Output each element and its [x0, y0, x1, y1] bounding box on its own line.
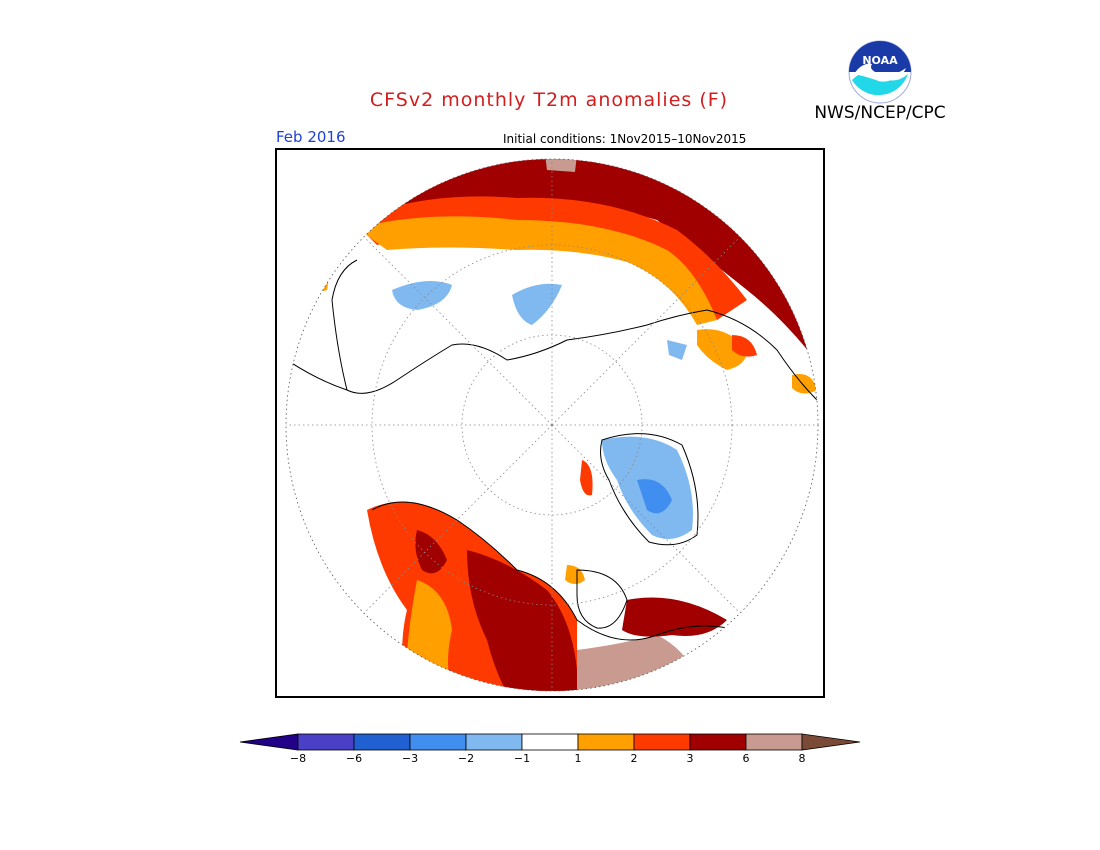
anomaly-6-8-top: [545, 159, 577, 172]
anomaly-3-6-alaska: [415, 530, 447, 574]
valid-month: Feb 2016: [276, 128, 346, 146]
anomaly-3-6-quebec: [622, 597, 727, 637]
colorbar: [239, 733, 861, 751]
colorbar-neg3-neg2: [409, 733, 467, 751]
tick-label: 2: [630, 752, 638, 765]
tick-label: −8: [289, 752, 307, 765]
colorbar-neg8-neg6: [297, 733, 355, 751]
map-panel: [275, 148, 825, 698]
tick-label: −6: [345, 752, 363, 765]
colorbar-lt-neg8: [239, 733, 299, 751]
chart-title: CFSv2 monthly T2m anomalies (F): [369, 89, 729, 111]
tick-label: −1: [513, 752, 531, 765]
anomaly-neg1-neg2-b: [512, 283, 562, 325]
polar-map: [285, 158, 819, 692]
colorbar-6-8: [745, 733, 803, 751]
colorbar-neg2-neg1: [465, 733, 523, 751]
colorbar-gt-8: [801, 733, 861, 751]
initial-conditions: Initial conditions: 1Nov2015–10Nov2015: [503, 132, 747, 146]
coast-eurasia: [286, 309, 818, 401]
anomaly-1-2-pacific: [792, 374, 817, 394]
anomaly-2-3-siberia: [732, 335, 757, 357]
noaa-logo: NOAA: [848, 40, 912, 104]
tick-label: 6: [742, 752, 750, 765]
coast-scandinavia: [331, 259, 358, 391]
tick-label: 1: [574, 752, 582, 765]
anomaly-6-8-canada: [577, 635, 697, 691]
anomaly-2-3-greenland-w: [580, 460, 593, 496]
colorbar-1-2: [577, 733, 635, 751]
org-label: NWS/NCEP/CPC: [814, 103, 946, 123]
colorbar-2-3: [633, 733, 691, 751]
anomaly-1-2-eurasia: [357, 216, 717, 325]
tick-label: −2: [457, 752, 475, 765]
anomaly-neg1-neg2-c: [667, 340, 687, 360]
svg-text:NOAA: NOAA: [862, 54, 898, 67]
colorbar-neg6-neg3: [353, 733, 411, 751]
coast-namerica: [371, 501, 738, 641]
anomaly-1-2-hudson: [565, 565, 585, 584]
coast-greenland: [600, 433, 699, 546]
anomaly-1-2-europe: [311, 260, 329, 291]
colorbar-neg1-1: [521, 733, 579, 751]
coast-hudson: [576, 569, 628, 629]
anomaly-neg2-neg3-greenland: [637, 479, 672, 514]
tick-label: 8: [798, 752, 806, 765]
anomaly-3-6-namerica: [467, 550, 577, 691]
tick-label: 3: [686, 752, 694, 765]
colorbar-3-6: [689, 733, 747, 751]
anomaly-neg1-neg2-a: [392, 281, 452, 310]
tick-label: −3: [401, 752, 419, 765]
